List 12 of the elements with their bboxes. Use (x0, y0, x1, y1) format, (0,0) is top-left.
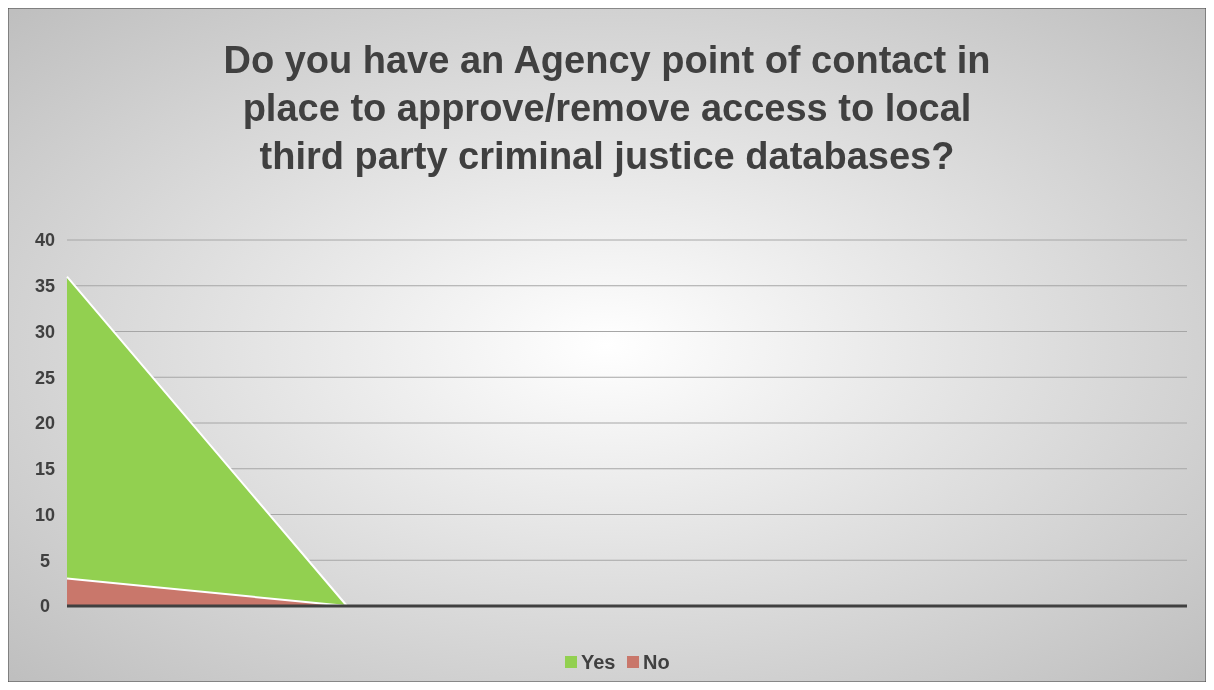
legend-label: No (643, 651, 670, 673)
y-tick-label: 0 (39, 596, 51, 617)
y-tick-label: 25 (34, 367, 56, 388)
legend-label: Yes (581, 651, 616, 673)
y-tick-label: 20 (34, 413, 56, 434)
y-tick-label: 15 (34, 459, 56, 480)
y-tick-label: 30 (34, 321, 56, 342)
y-tick-label: 35 (34, 276, 56, 297)
y-tick-label: 10 (34, 504, 56, 525)
y-tick-label: 40 (34, 230, 56, 251)
y-tick-label: 5 (39, 550, 51, 571)
chart-title: Do you have an Agency point of contact in place to approve/remove access to local third party criminal justice databases? (223, 39, 991, 177)
